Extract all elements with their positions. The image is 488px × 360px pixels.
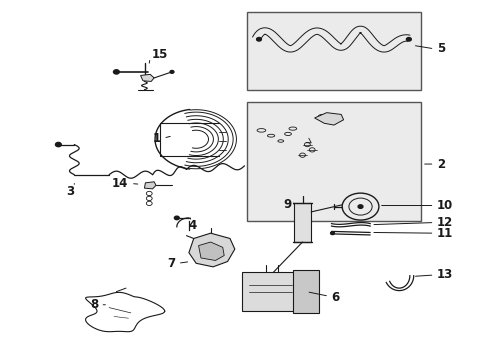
Circle shape [330,232,334,235]
Bar [246,102,420,221]
Text: 6: 6 [331,291,339,304]
Circle shape [256,37,261,41]
Text: 15: 15 [151,48,168,61]
Text: 12: 12 [436,216,452,229]
Bar [246,12,420,90]
Polygon shape [144,182,156,189]
Bar [242,272,305,311]
Text: 8: 8 [90,298,98,311]
Circle shape [174,216,179,220]
Circle shape [113,70,119,74]
Text: 13: 13 [436,269,452,282]
Circle shape [55,143,61,147]
Polygon shape [198,242,224,260]
Bar [293,203,310,242]
Text: 4: 4 [188,219,197,231]
Polygon shape [314,113,343,125]
Text: 14: 14 [112,177,128,190]
Text: 2: 2 [436,158,444,171]
Text: 1: 1 [152,132,161,145]
Text: 5: 5 [436,42,444,55]
Circle shape [170,71,174,73]
Polygon shape [140,75,154,81]
Text: 9: 9 [283,198,291,211]
Circle shape [406,37,410,41]
Text: 7: 7 [167,257,176,270]
Text: 11: 11 [436,227,452,240]
Polygon shape [188,233,234,267]
Circle shape [357,205,362,208]
Bar [292,270,319,313]
Text: 10: 10 [436,199,452,212]
Text: 3: 3 [66,185,74,198]
